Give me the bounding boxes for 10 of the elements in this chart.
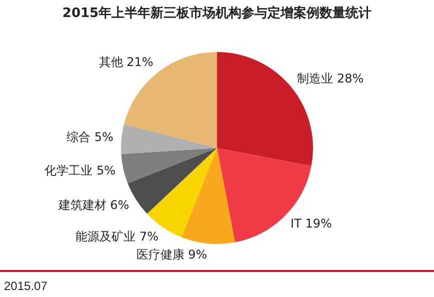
slice-label: IT 19% <box>290 216 332 230</box>
slice-label: 医疗健康 9% <box>136 248 208 262</box>
slice-label: 化学工业 5% <box>44 164 116 178</box>
slice-label: 建筑建材 6% <box>57 198 130 212</box>
text: 2015.07 <box>4 279 48 293</box>
slice-label: 制造业 28% <box>297 71 364 86</box>
slice-label: 其他 21% <box>98 54 154 69</box>
slice-label: 能源及矿业 7% <box>76 229 159 244</box>
chart-title: 2015年上半年新三板市场机构参与定增案例数量统计 <box>61 4 373 22</box>
slice-label: 综合 5% <box>66 130 114 144</box>
